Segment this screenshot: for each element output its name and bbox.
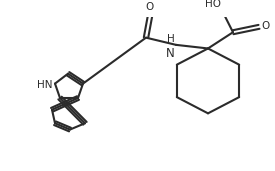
Text: O: O xyxy=(146,2,154,11)
Text: HO: HO xyxy=(205,0,221,9)
Text: HN: HN xyxy=(37,80,52,89)
Text: O: O xyxy=(261,21,269,31)
Text: N: N xyxy=(166,47,175,60)
Text: H: H xyxy=(167,34,175,44)
